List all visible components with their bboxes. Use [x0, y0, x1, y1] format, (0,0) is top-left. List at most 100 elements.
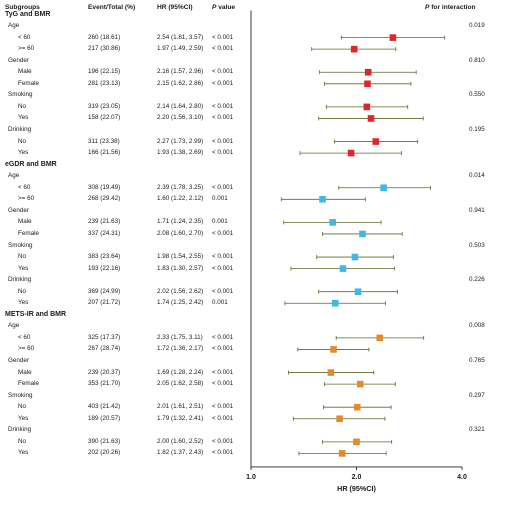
subgroup-label: Age — [8, 172, 20, 180]
hr-ci-cell: 1.97 (1.49, 2.59) — [157, 45, 204, 53]
p-value-cell: < 0.001 — [212, 229, 234, 237]
x-axis-title: HR (95%CI) — [337, 484, 376, 493]
row-label: Female — [18, 229, 39, 237]
hr-point-marker — [330, 346, 337, 353]
header-p-interaction-p: P — [425, 4, 430, 11]
event-total-cell: 202 (20.26) — [88, 449, 121, 457]
p-interaction-value: 0.503 — [469, 241, 485, 249]
row-label: < 60 — [18, 33, 31, 41]
subgroup-label: Age — [8, 322, 20, 330]
event-total-cell: 239 (20.37) — [88, 368, 121, 376]
row-label: < 60 — [18, 183, 31, 191]
p-value-cell: < 0.001 — [212, 253, 234, 261]
hr-ci-cell: 2.00 (1.60, 2.52) — [157, 437, 204, 445]
row-label: Yes — [18, 114, 29, 122]
row-label: Yes — [18, 414, 29, 422]
hr-ci-cell: 2.16 (1.57, 2.96) — [157, 68, 204, 76]
hr-ci-cell: 1.79 (1.32, 2.41) — [157, 414, 204, 422]
p-value-cell: < 0.001 — [212, 68, 234, 76]
row-label: No — [18, 102, 27, 110]
header-p-value-rest: value — [216, 4, 236, 11]
p-value-cell: < 0.001 — [212, 33, 234, 41]
hr-point-marker — [332, 299, 339, 307]
hr-ci-cell: 1.71 (1.24, 2.35) — [157, 218, 204, 226]
p-value-cell: < 0.001 — [212, 149, 234, 157]
p-value-cell: < 0.001 — [212, 102, 234, 110]
p-interaction-value: 0.321 — [469, 426, 485, 434]
hr-ci-cell: 2.01 (1.61, 2.51) — [157, 403, 204, 411]
group-title: TyG and BMR — [5, 10, 51, 18]
hr-ci-cell: 2.20 (1.56, 3.10) — [157, 114, 204, 122]
subgroup-label: Drinking — [8, 276, 32, 284]
event-total-cell: 308 (19.49) — [88, 183, 121, 191]
hr-ci-cell: 2.14 (1.64, 2.80) — [157, 102, 204, 110]
p-value-cell: < 0.001 — [212, 449, 234, 457]
hr-point-marker — [353, 438, 360, 446]
p-interaction-value: 0.765 — [469, 357, 485, 364]
hr-point-marker — [372, 138, 380, 145]
hr-point-marker — [347, 149, 355, 157]
hr-ci-cell: 2.08 (1.60, 2.70) — [157, 229, 204, 237]
hr-point-marker — [350, 45, 358, 53]
p-interaction-value: 0.008 — [469, 322, 485, 330]
p-value-cell: < 0.001 — [212, 403, 234, 411]
p-value-cell: < 0.001 — [212, 287, 234, 295]
row-label: No — [18, 287, 27, 295]
hr-point-marker — [353, 403, 361, 411]
hr-point-marker — [364, 80, 371, 88]
row-label: Yes — [18, 449, 29, 457]
event-total-cell: 353 (21.70) — [88, 380, 121, 388]
p-value-cell: < 0.001 — [212, 264, 234, 272]
hr-ci-cell: 1.98 (1.54, 2.55) — [157, 253, 204, 261]
hr-ci-cell: 1.69 (1.28, 2.24) — [157, 368, 204, 376]
row-label: Female — [18, 79, 39, 87]
group-title: METS-IR and BMR — [5, 310, 67, 318]
row-label: >= 60 — [18, 195, 35, 203]
event-total-cell: 325 (17.37) — [88, 333, 121, 341]
hr-point-marker — [359, 230, 366, 238]
event-total-cell: 260 (18.61) — [88, 33, 121, 41]
header-p-interaction: P for interaction — [425, 4, 476, 12]
hr-ci-cell: 2.39 (1.78, 3.25) — [157, 183, 204, 191]
header-p-value-p: P — [212, 4, 217, 11]
row-label: Yes — [18, 299, 29, 307]
header-p-interaction-rest: for interaction — [429, 4, 476, 11]
hr-point-marker — [338, 450, 346, 457]
p-interaction-value: 0.810 — [469, 56, 485, 64]
hr-ci-cell: 1.93 (1.38, 2.69) — [157, 149, 204, 157]
row-label: Male — [18, 368, 32, 376]
hr-point-marker — [367, 115, 375, 122]
row-label: Male — [18, 68, 32, 76]
hr-point-marker — [389, 34, 397, 41]
subgroup-label: Gender — [8, 357, 30, 364]
row-label: No — [18, 403, 27, 411]
subgroup-label: Gender — [8, 206, 30, 214]
event-total-cell: 189 (20.57) — [88, 414, 121, 422]
subgroup-label: Drinking — [8, 126, 32, 133]
hr-point-marker — [327, 369, 335, 376]
hr-ci-cell: 2.54 (1.81, 3.57) — [157, 33, 204, 41]
row-label: No — [18, 437, 27, 445]
hr-point-marker — [319, 196, 326, 203]
p-value-cell: 0.001 — [212, 195, 228, 203]
hr-point-marker — [329, 219, 336, 226]
event-total-cell: 239 (21.63) — [88, 218, 121, 226]
row-label: Yes — [18, 264, 29, 272]
hr-ci-cell: 1.72 (1.36, 2.17) — [157, 345, 204, 353]
p-value-cell: < 0.001 — [212, 380, 234, 388]
hr-point-marker — [339, 265, 347, 272]
subgroup-label: Smoking — [8, 241, 33, 249]
event-total-cell: 166 (21.56) — [88, 149, 121, 157]
x-tick-label: 2.0 — [352, 474, 362, 481]
event-total-cell: 267 (28.74) — [88, 345, 121, 353]
event-total-cell: 403 (21.42) — [88, 403, 121, 411]
hr-ci-cell: 1.74 (1.25, 2.42) — [157, 299, 204, 307]
hr-point-marker — [376, 334, 384, 342]
row-label: Yes — [18, 149, 29, 157]
subgroup-label: Smoking — [8, 391, 33, 399]
event-total-cell: 369 (24.99) — [88, 287, 121, 295]
subgroup-label: Gender — [8, 56, 30, 64]
p-value-cell: < 0.001 — [212, 368, 234, 376]
